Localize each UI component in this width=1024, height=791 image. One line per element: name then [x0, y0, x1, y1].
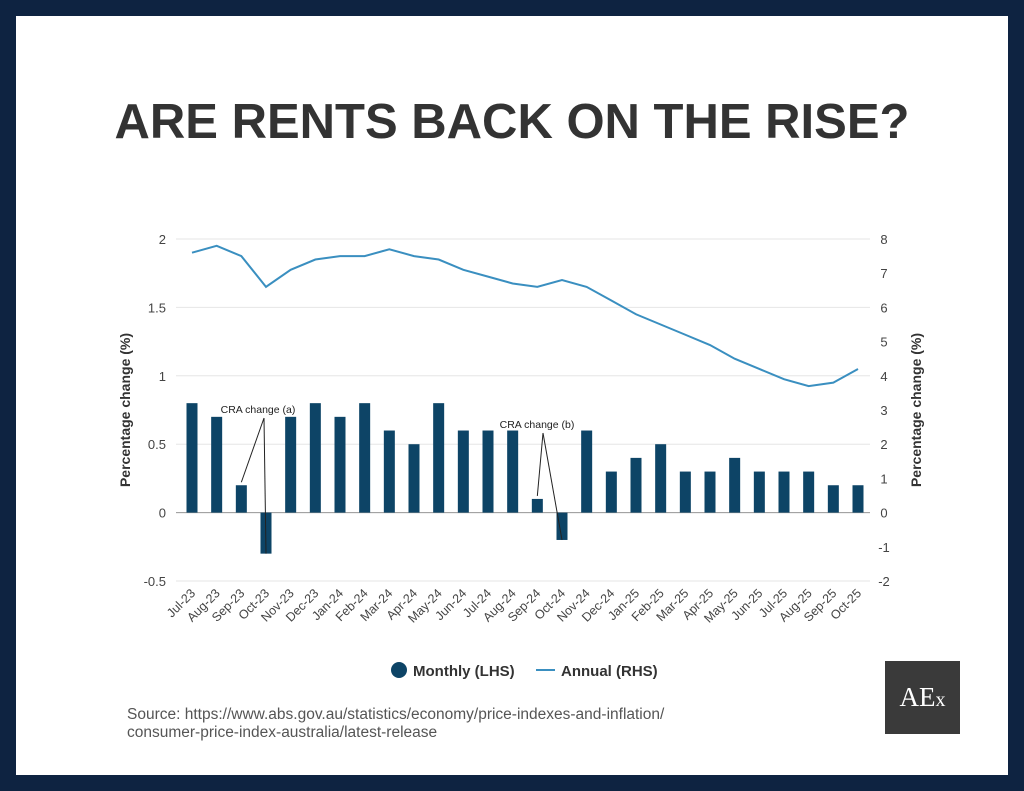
y-left-tick-label: 0.5: [148, 437, 166, 452]
bar-Jan-25: [630, 457, 642, 513]
bar-Jun-24: [457, 430, 469, 513]
bar-Aug-24: [507, 430, 519, 513]
bar-Jun-25: [753, 471, 765, 513]
bar-Dec-24: [605, 471, 617, 513]
legend-monthly-label: Monthly (LHS): [413, 663, 515, 680]
bar-Jul-23: [186, 403, 198, 513]
bar-Sep-25: [827, 485, 839, 513]
bar-Mar-25: [679, 471, 691, 513]
aex-logo: AEx: [885, 661, 960, 734]
y-right-axis-label: Percentage change (%): [908, 333, 924, 487]
bar-Feb-24: [359, 403, 371, 513]
bar-Jan-24: [334, 416, 346, 513]
source-note: Source: https://www.abs.gov.au/statistic…: [127, 706, 827, 742]
bar-Oct-25: [852, 485, 864, 513]
y-right-tick-label: -2: [878, 574, 890, 589]
legend-monthly-marker: [391, 662, 407, 678]
y-right-tick-label: 2: [880, 437, 887, 452]
y-right-tick-label: 6: [880, 300, 887, 315]
y-left-axis-label: Percentage change (%): [117, 333, 133, 487]
y-right-tick-label: 8: [880, 232, 887, 247]
annotation-leader: [542, 432, 563, 541]
bar-Jul-24: [482, 430, 494, 513]
bar-Sep-24: [531, 498, 543, 513]
bar-May-25: [729, 457, 741, 513]
y-right-tick-label: 5: [880, 335, 887, 350]
source-line-2: consumer-price-index-australia/latest-re…: [127, 724, 438, 741]
bar-Apr-25: [704, 471, 716, 513]
bar-Nov-24: [581, 430, 593, 513]
bar-Jul-25: [778, 471, 790, 513]
annotation-leader: [536, 432, 544, 496]
annual-line: [191, 244, 859, 388]
bar-Aug-25: [803, 471, 815, 513]
bar-Mar-24: [383, 430, 395, 513]
bar-Oct-24: [556, 512, 568, 540]
y-left-tick-label: -0.5: [144, 574, 166, 589]
bar-May-24: [433, 403, 445, 513]
annotation-leader: [240, 417, 265, 483]
bar-Feb-25: [655, 444, 667, 513]
annotation-label: CRA change (a): [221, 404, 296, 416]
y-right-tick-label: 4: [880, 369, 887, 384]
bar-Sep-23: [235, 485, 247, 513]
bar-Dec-23: [309, 403, 321, 513]
bar-Apr-24: [408, 444, 420, 513]
source-line-1: Source: https://www.abs.gov.au/statistic…: [127, 706, 665, 723]
annotation-leader: [263, 417, 267, 554]
page-title: ARE RENTS BACK ON THE RISE?: [114, 95, 910, 149]
y-right-tick-label: 1: [880, 471, 887, 486]
y-left-tick-label: 1.5: [148, 300, 166, 315]
y-left-tick-label: 0: [159, 506, 166, 521]
annotation-label: CRA change (b): [500, 419, 575, 431]
legend-annual-label: Annual (RHS): [561, 663, 658, 680]
bar-Nov-23: [285, 416, 297, 513]
bar-Aug-23: [211, 416, 223, 513]
y-left-tick-label: 2: [159, 232, 166, 247]
card: [16, 16, 1008, 775]
y-right-tick-label: -1: [878, 540, 890, 555]
y-left-tick-label: 1: [159, 369, 166, 384]
y-right-tick-label: 3: [880, 403, 887, 418]
y-right-tick-label: 0: [880, 506, 887, 521]
y-right-tick-label: 7: [880, 266, 887, 281]
